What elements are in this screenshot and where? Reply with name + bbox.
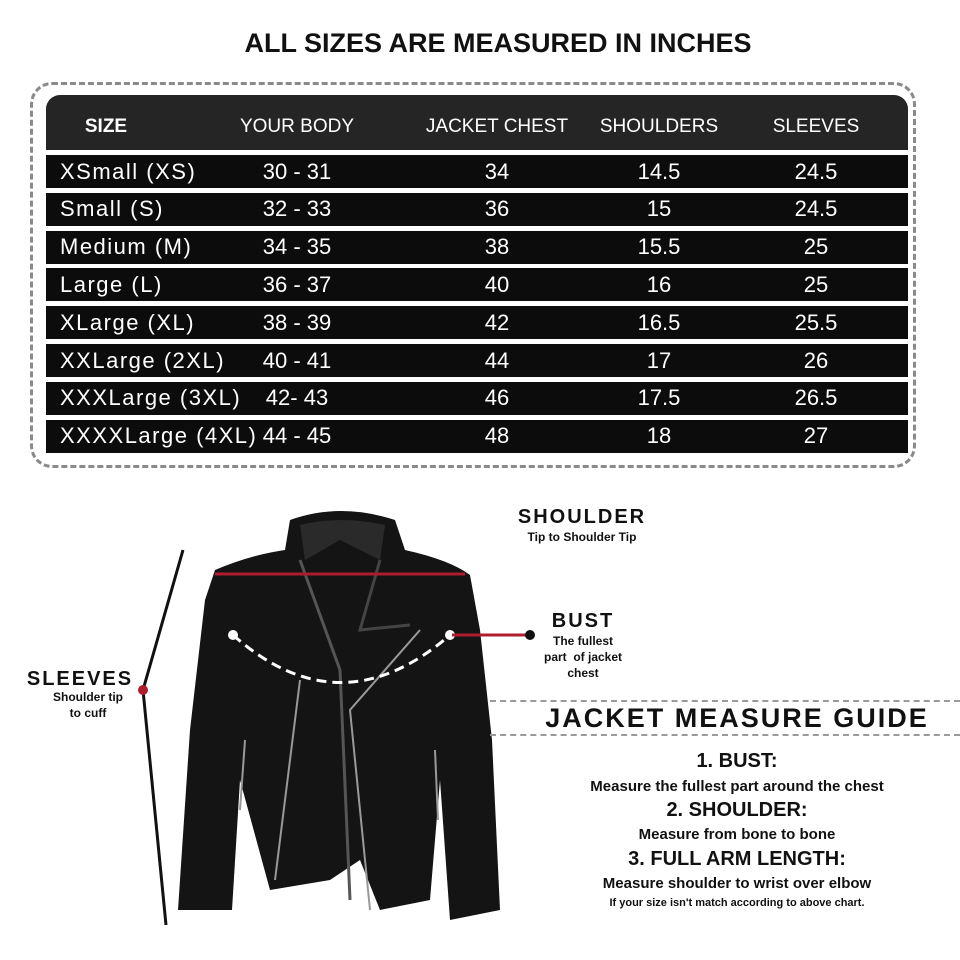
guide-heading: 2. SHOULDER:	[666, 799, 808, 821]
size-cell: XLarge (XL)	[60, 309, 196, 335]
chest-cell: 46	[484, 385, 510, 411]
header-sleeves: SLEEVES	[772, 115, 860, 137]
bust-desc-line: chest	[567, 666, 599, 680]
sleeve-marker-dot	[138, 685, 148, 695]
table-row: XXLarge (2XL) 40 - 41 44 17 26	[46, 344, 908, 377]
bust-label: BUST	[551, 610, 615, 632]
body-cell: 32 - 33	[262, 196, 332, 222]
chest-cell: 42	[484, 309, 510, 335]
header-your-body: YOUR BODY	[239, 115, 355, 137]
size-cell: XXLarge (2XL)	[60, 347, 226, 373]
sleeves-cell: 24.5	[794, 158, 838, 184]
table-row: XXXLarge (3XL) 42- 43 46 17.5 26.5	[46, 381, 908, 415]
guide-desc: Measure the fullest part around the ches…	[590, 778, 884, 795]
divider	[490, 734, 960, 736]
sleeves-cell: 25.5	[794, 309, 838, 335]
body-cell: 44 - 45	[262, 423, 332, 449]
guide-desc: Measure shoulder to wrist over elbow	[602, 875, 872, 892]
body-cell: 36 - 37	[262, 271, 332, 297]
chest-cell: 36	[484, 196, 510, 222]
table-row: XSmall (XS) 30 - 31 34 14.5 24.5	[46, 155, 908, 188]
shoulder-desc: Tip to Shoulder Tip	[527, 530, 637, 544]
table-row: Small (S) 32 - 33 36 15 24.5	[46, 192, 908, 226]
sleeves-desc-line: Shoulder tip	[53, 690, 123, 704]
shoulders-cell: 15	[646, 196, 672, 222]
sleeves-cell: 25	[803, 234, 829, 260]
jacket-icon	[178, 511, 500, 920]
size-cell: Small (S)	[60, 196, 164, 222]
shoulders-cell: 14.5	[637, 158, 681, 184]
chest-cell: 38	[484, 234, 510, 260]
table-row: XLarge (XL) 38 - 39 42 16.5 25.5	[46, 306, 908, 340]
sleeves-cell: 27	[803, 423, 829, 449]
sleeves-label: SLEEVES	[26, 668, 134, 690]
shoulders-cell: 18	[646, 423, 672, 449]
header-jacket-chest: JACKET CHEST	[425, 115, 569, 137]
header-size: SIZE	[84, 115, 128, 137]
page-title: ALL SIZES ARE MEASURED IN INCHES	[244, 28, 752, 58]
sleeves-cell: 25	[803, 271, 829, 297]
table-row: Medium (M) 34 - 35 38 15.5 25	[46, 230, 908, 264]
size-table-frame	[30, 82, 916, 468]
body-cell: 30 - 31	[262, 158, 332, 184]
guide-title: JACKET MEASURE GUIDE	[545, 703, 929, 733]
sleeves-cell: 26	[803, 347, 829, 373]
sleeve-measure-line	[141, 549, 185, 926]
bust-desc: The fullest part of jacket chest	[513, 633, 653, 681]
sleeves-cell: 26.5	[794, 385, 838, 411]
size-table-header: SIZE YOUR BODY JACKET CHEST SHOULDERS SL…	[46, 95, 908, 150]
chest-cell: 44	[484, 347, 510, 373]
bust-desc-line: The fullest	[552, 634, 613, 648]
jacket-illustration	[138, 511, 535, 926]
body-cell: 42- 43	[265, 385, 329, 411]
chest-cell: 34	[484, 158, 510, 184]
header-shoulders: SHOULDERS	[599, 115, 719, 137]
size-cell: Large (L)	[60, 271, 163, 297]
table-row: Large (L) 36 - 37 40 16 25	[46, 268, 908, 302]
shoulders-cell: 15.5	[637, 234, 681, 260]
shoulders-cell: 17.5	[637, 385, 681, 411]
sleeves-cell: 24.5	[794, 196, 838, 222]
bust-desc-line: part of jacket	[543, 650, 623, 664]
guide-heading: 3. FULL ARM LENGTH:	[628, 848, 846, 870]
guide-note: If your size isn't match according to ab…	[609, 897, 865, 909]
shoulders-cell: 16.5	[637, 309, 681, 335]
chest-cell: 40	[484, 271, 510, 297]
guide-desc: Measure from bone to bone	[638, 826, 836, 843]
size-cell: XSmall (XS)	[60, 158, 197, 184]
body-cell: 34 - 35	[262, 234, 332, 260]
table-row: XXXXLarge (4XL) 44 - 45 48 18 27	[46, 419, 908, 453]
size-cell: XXXLarge (3XL)	[60, 385, 242, 411]
bust-measure-curve	[232, 633, 451, 684]
sleeves-desc-line: to cuff	[69, 706, 107, 720]
shoulders-cell: 17	[646, 347, 672, 373]
size-cell: Medium (M)	[60, 234, 193, 260]
chest-cell: 48	[484, 423, 510, 449]
body-cell: 38 - 39	[262, 309, 332, 335]
shoulder-label: SHOULDER	[517, 506, 647, 528]
body-cell: 40 - 41	[262, 347, 332, 373]
size-cell: XXXXLarge (4XL)	[60, 423, 258, 449]
guide-heading: 1. BUST:	[696, 750, 778, 772]
bust-pointer-dot	[525, 630, 535, 640]
sleeves-desc: Shoulder tip to cuff	[28, 689, 148, 721]
shoulders-cell: 16	[646, 271, 672, 297]
divider	[490, 700, 960, 702]
